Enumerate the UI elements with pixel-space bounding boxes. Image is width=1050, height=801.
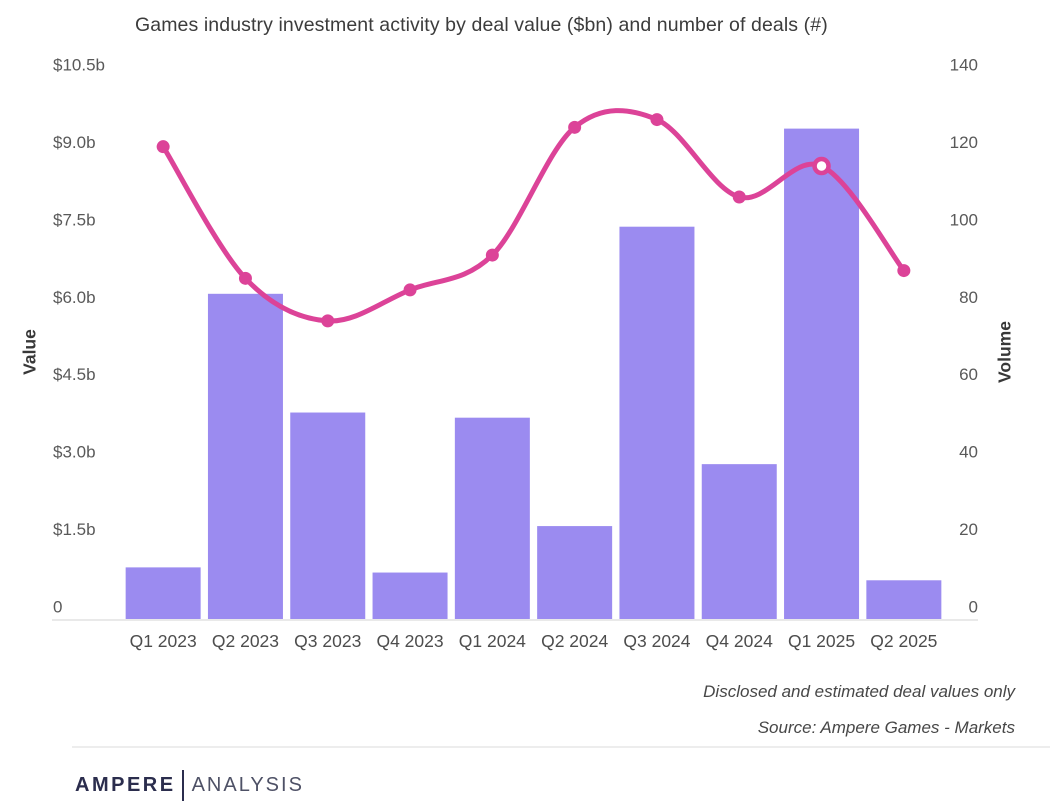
left-axis-tick: $6.0b <box>53 288 96 307</box>
x-axis-label: Q3 2023 <box>294 631 361 651</box>
deals-point[interactable] <box>156 140 170 154</box>
value-bar[interactable] <box>866 580 942 619</box>
value-bar[interactable] <box>701 464 777 619</box>
logo-primary-text: AMPERE <box>75 774 176 796</box>
value-bar[interactable] <box>619 226 695 619</box>
left-axis-tick: $9.0b <box>53 133 96 152</box>
left-axis-tick: 0 <box>53 598 62 617</box>
x-axis-label: Q4 2024 <box>706 631 773 651</box>
deals-point[interactable] <box>732 190 746 204</box>
deals-point[interactable] <box>485 248 499 262</box>
deals-point[interactable] <box>650 113 664 127</box>
left-axis-tick: $4.5b <box>53 365 96 384</box>
deals-point[interactable] <box>403 283 417 297</box>
right-axis-tick: 40 <box>959 443 978 462</box>
value-bar[interactable] <box>537 526 613 619</box>
footer-divider <box>72 746 1050 748</box>
value-bar[interactable] <box>207 293 283 619</box>
ampere-logo: AMPERE ANALYSIS <box>75 770 304 801</box>
x-axis-label: Q1 2025 <box>788 631 855 651</box>
right-axis-tick: 20 <box>959 520 978 539</box>
x-axis-line <box>52 619 978 621</box>
deals-point[interactable] <box>897 264 911 278</box>
left-axis-tick: $3.0b <box>53 443 96 462</box>
deals-point[interactable] <box>238 271 252 285</box>
value-bar[interactable] <box>125 567 201 619</box>
logo-secondary-text: ANALYSIS <box>191 774 304 796</box>
x-axis-label: Q1 2024 <box>459 631 526 651</box>
chart-title: Games industry investment activity by de… <box>135 14 828 36</box>
x-axis-label: Q2 2023 <box>212 631 279 651</box>
value-bar[interactable] <box>454 417 530 619</box>
deals-point[interactable] <box>321 314 335 328</box>
deals-line <box>160 108 907 324</box>
right-axis-tick: 140 <box>950 56 978 75</box>
value-bar[interactable] <box>372 572 448 619</box>
right-axis-tick: 60 <box>959 365 978 384</box>
left-axis-tick: $7.5b <box>53 210 96 229</box>
value-bar[interactable] <box>784 128 860 619</box>
left-axis-tick: $1.5b <box>53 520 96 539</box>
right-axis-tick: 0 <box>969 598 978 617</box>
x-axis-label: Q2 2025 <box>870 631 937 651</box>
right-axis-tick: 80 <box>959 288 978 307</box>
deals-point[interactable] <box>568 120 582 134</box>
left-axis-tick: $10.5b <box>53 56 105 75</box>
deals-point-highlighted[interactable] <box>812 156 831 176</box>
logo-separator <box>181 770 184 801</box>
right-axis-tick: 120 <box>950 133 978 152</box>
x-axis-label: Q4 2023 <box>376 631 443 651</box>
x-axis-label: Q1 2023 <box>130 631 197 651</box>
x-axis-label: Q3 2024 <box>623 631 690 651</box>
value-bar[interactable] <box>290 412 366 619</box>
footnote-source: Source: Ampere Games - Markets <box>757 718 1015 737</box>
x-axis-label: Q2 2024 <box>541 631 608 651</box>
right-axis-tick: 100 <box>950 210 978 229</box>
footnote-disclosure: Disclosed and estimated deal values only <box>703 682 1015 701</box>
